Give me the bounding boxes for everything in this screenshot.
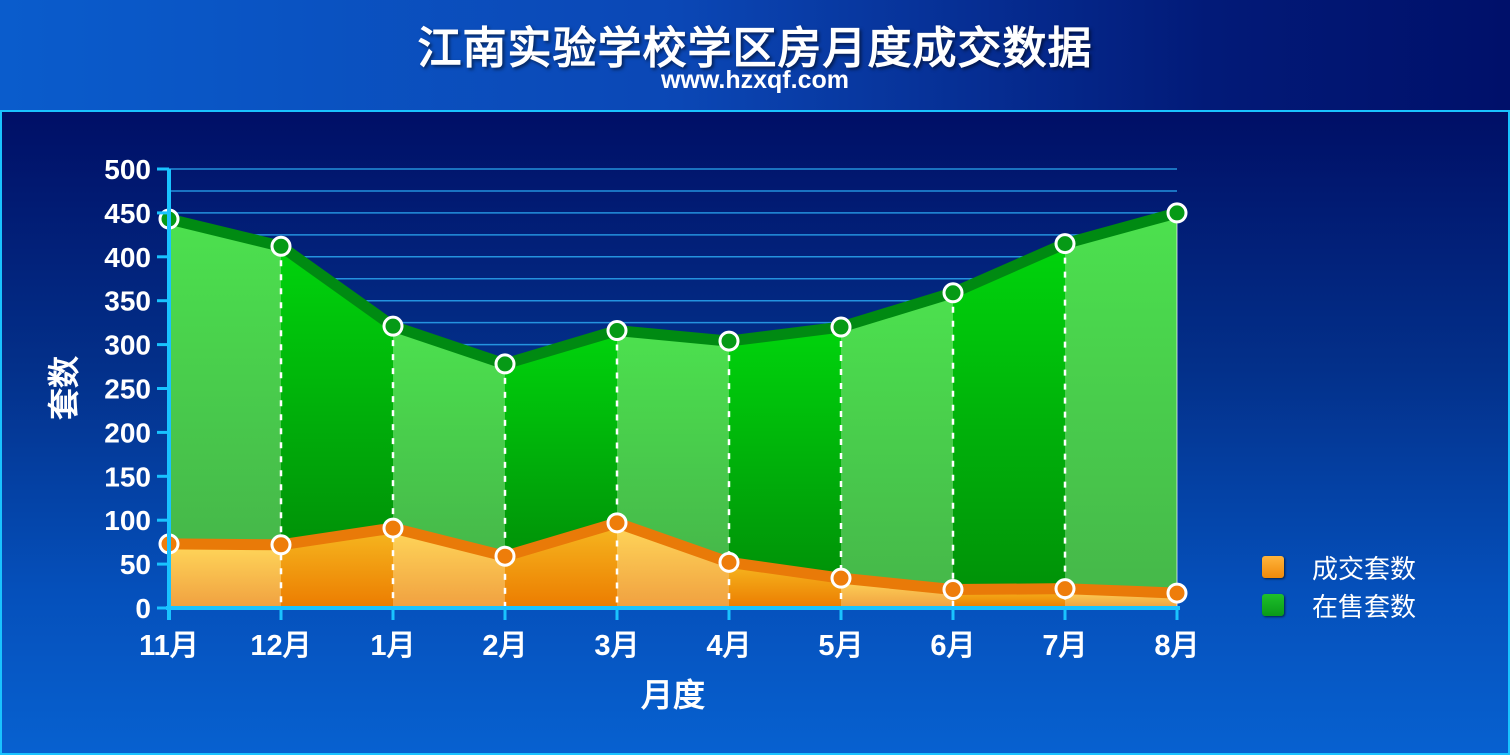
- y-tick-label: 150: [104, 461, 151, 492]
- y-tick-label: 250: [104, 374, 151, 405]
- y-tick-label: 500: [104, 154, 151, 185]
- x-tick-label: 1月: [370, 630, 415, 662]
- listed-area-segment: [393, 326, 505, 557]
- listed-area-segment: [617, 330, 729, 563]
- sold-area-segment: [617, 522, 729, 608]
- x-tick-label: 5月: [818, 630, 863, 662]
- sold-point: [1166, 582, 1188, 604]
- legend-swatch-listed: [1262, 594, 1284, 616]
- listed-point: [1166, 202, 1188, 224]
- x-tick-label: 7月: [1042, 630, 1087, 662]
- listed-point: [718, 330, 740, 352]
- legend-swatch-sold: [1262, 556, 1284, 578]
- series-markers: [158, 202, 1188, 604]
- listed-point: [1054, 233, 1076, 255]
- sold-point: [718, 551, 740, 573]
- sold-area-segment: [281, 528, 393, 608]
- listed-point: [830, 316, 852, 338]
- listed-point: [270, 235, 292, 257]
- legend-item-listed[interactable]: 在售套数: [1262, 586, 1416, 624]
- listed-point: [494, 353, 516, 375]
- y-tick-label: 50: [120, 549, 151, 580]
- sold-point: [830, 567, 852, 589]
- sold-area-segment: [169, 543, 281, 608]
- listed-point: [942, 282, 964, 304]
- listed-point: [606, 320, 628, 342]
- sold-point: [606, 512, 628, 534]
- x-tick-label: 2月: [482, 630, 527, 662]
- chart-header: 江南实验学校学区房月度成交数据 www.hzxqf.com: [0, 0, 1510, 110]
- listed-area-segment: [841, 292, 953, 590]
- y-tick-label: 200: [104, 417, 151, 448]
- x-tick-label: 8月: [1154, 630, 1199, 662]
- legend: 成交套数 在售套数: [1262, 548, 1416, 624]
- dashed-dividers: [279, 212, 1178, 608]
- listed-area-segment: [505, 330, 617, 557]
- listed-area-segment: [953, 243, 1065, 590]
- legend-label-sold: 成交套数: [1312, 554, 1417, 585]
- x-tick-label: 4月: [706, 630, 751, 662]
- y-tick-label: 400: [104, 242, 151, 273]
- listed-area-segment: [169, 219, 281, 545]
- y-tick-label: 350: [104, 286, 151, 317]
- x-tick-label: 6月: [930, 630, 975, 662]
- sold-point: [494, 545, 516, 567]
- area-bands: [169, 212, 1177, 608]
- x-tick-label: 3月: [594, 630, 639, 662]
- sold-point: [942, 579, 964, 601]
- axes: [157, 167, 1180, 620]
- x-tick-label: 12月: [250, 630, 311, 662]
- legend-item-sold[interactable]: 成交套数: [1262, 548, 1416, 586]
- sold-line: [163, 517, 1183, 599]
- listed-area-segment: [729, 327, 841, 579]
- x-axis-title: 月度: [641, 676, 705, 714]
- y-tick-label: 450: [104, 198, 151, 229]
- sold-point: [382, 517, 404, 539]
- axis-labels: 0 50 100 150 200 250 300 350 400 450 500 11月 12月 1月 2月…: [45, 154, 1200, 714]
- sold-point: [1054, 578, 1076, 600]
- legend-label-listed: 在售套数: [1312, 592, 1417, 623]
- y-tick-label: 0: [135, 593, 151, 624]
- sold-point: [270, 534, 292, 556]
- chart-title: 江南实验学校学区房月度成交数据: [417, 23, 1093, 74]
- listed-area-segment: [281, 246, 393, 545]
- listed-point: [382, 315, 404, 337]
- chart-subtitle: www.hzxqf.com: [661, 66, 849, 94]
- y-tick-label: 300: [104, 330, 151, 361]
- x-tick-label: 11月: [139, 630, 199, 662]
- y-axis-title: 套数: [45, 355, 83, 420]
- listed-area-segment: [1065, 212, 1177, 594]
- sold-area-segment: [505, 522, 617, 608]
- series-lines: [163, 207, 1183, 599]
- sold-area-segment: [729, 562, 841, 608]
- y-tick-label: 100: [104, 505, 151, 536]
- listed-line: [163, 207, 1183, 370]
- sold-area-segment: [393, 528, 505, 608]
